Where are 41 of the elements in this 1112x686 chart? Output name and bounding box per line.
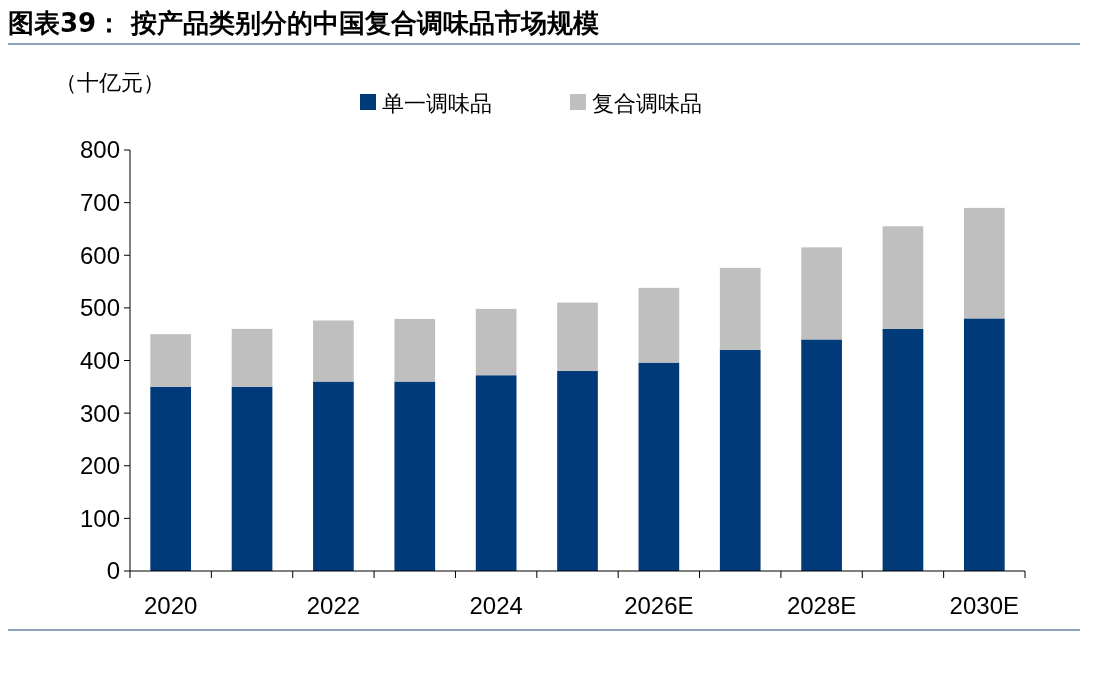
bar bbox=[313, 381, 354, 571]
chart-title: 图表39： 按产品类别分的中国复合调味品市场规模 bbox=[8, 8, 600, 38]
bar bbox=[719, 349, 761, 571]
bar bbox=[231, 386, 273, 571]
bar bbox=[231, 328, 273, 387]
y-tick-label: 500 bbox=[79, 294, 120, 322]
bar bbox=[557, 371, 598, 571]
bar bbox=[150, 334, 192, 387]
bar bbox=[963, 318, 1005, 571]
y-tick-label: 300 bbox=[79, 399, 120, 427]
bar bbox=[638, 287, 680, 363]
x-tick-label: 2024 bbox=[469, 592, 523, 619]
x-tick-label: 2030E bbox=[949, 592, 1020, 619]
bar bbox=[638, 362, 680, 571]
bar bbox=[882, 226, 924, 329]
y-tick-label: 0 bbox=[106, 557, 120, 585]
y-tick-label: 200 bbox=[79, 452, 120, 480]
y-axis-title: （十亿元） bbox=[55, 70, 165, 95]
x-tick-label: 2022 bbox=[306, 592, 361, 619]
x-tick-label: 2020 bbox=[143, 592, 198, 619]
bar bbox=[963, 207, 1005, 319]
bar bbox=[475, 375, 517, 571]
bar bbox=[394, 381, 436, 571]
y-tick-label: 400 bbox=[79, 346, 120, 374]
bar bbox=[882, 328, 924, 571]
y-tick-label: 100 bbox=[79, 504, 120, 532]
bar bbox=[475, 308, 517, 376]
y-tick-label: 800 bbox=[79, 136, 120, 164]
bar bbox=[801, 247, 842, 340]
y-tick-label: 600 bbox=[79, 241, 120, 269]
bar bbox=[801, 339, 842, 571]
bar bbox=[313, 320, 354, 382]
x-tick-label: 2028E bbox=[786, 592, 857, 619]
bar bbox=[150, 386, 192, 571]
legend-label: 复合调味品 bbox=[592, 90, 702, 116]
bar bbox=[719, 267, 761, 350]
legend-label: 单一调味品 bbox=[382, 90, 492, 116]
y-tick-label: 700 bbox=[79, 189, 120, 217]
bar bbox=[394, 318, 436, 382]
x-tick-label: 2026E bbox=[624, 592, 694, 619]
bar bbox=[557, 302, 598, 372]
